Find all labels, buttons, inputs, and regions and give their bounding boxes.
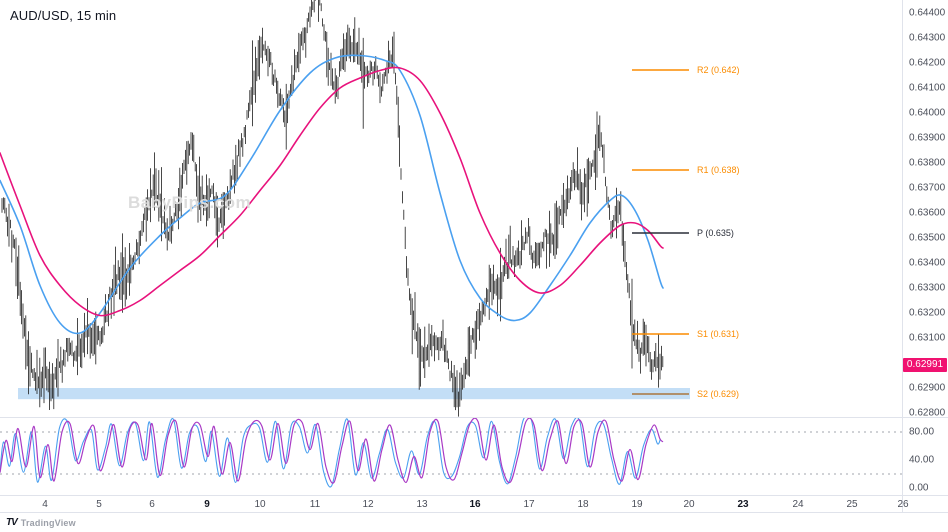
price-axis-label: 0.63400 bbox=[909, 257, 946, 269]
price-axis-label: 0.63800 bbox=[909, 157, 946, 169]
price-axis-label: 0.63200 bbox=[909, 307, 946, 319]
price-axis-label: 0.64300 bbox=[909, 32, 946, 44]
price-axis-label: 0.63500 bbox=[909, 232, 946, 244]
date-label-19: 19 bbox=[631, 499, 643, 510]
price-axis-label: 0.63300 bbox=[909, 282, 946, 294]
watermark: BabyPips.com bbox=[128, 193, 252, 212]
last-price-label: 0.62991 bbox=[903, 358, 947, 373]
date-label-23: 23 bbox=[737, 499, 749, 510]
price-axis-label: 0.62900 bbox=[909, 382, 946, 394]
price-axis-label: 0.62800 bbox=[909, 407, 946, 419]
slow-ma-pink-line bbox=[0, 66, 664, 317]
date-label-9: 9 bbox=[204, 499, 210, 510]
date-label-18: 18 bbox=[577, 499, 589, 510]
fast-ma-blue-line bbox=[0, 54, 664, 335]
price-axis-label: 0.63700 bbox=[909, 182, 946, 194]
date-label-24: 24 bbox=[792, 499, 804, 510]
tradingview-logo-icon: TV bbox=[6, 517, 18, 528]
price-axis-label: 0.64100 bbox=[909, 82, 946, 94]
indicator-axis-label: 0.00 bbox=[909, 482, 929, 494]
date-label-20: 20 bbox=[683, 499, 695, 510]
price-axis-label: 0.64200 bbox=[909, 57, 946, 69]
price-axis-label: 0.64400 bbox=[909, 7, 946, 19]
pivot-label-p[interactable]: P (0.635) bbox=[697, 228, 734, 238]
symbol-title[interactable]: AUD/USD, 15 min bbox=[10, 8, 117, 23]
pivot-label-s2[interactable]: S2 (0.629) bbox=[697, 389, 740, 399]
pivot-label-s1[interactable]: S1 (0.631) bbox=[697, 329, 740, 339]
pivot-label-r2[interactable]: R2 (0.642) bbox=[697, 65, 740, 75]
date-label-12: 12 bbox=[362, 499, 374, 510]
price-axis-label: 0.64000 bbox=[909, 107, 946, 119]
date-label-17: 17 bbox=[523, 499, 535, 510]
date-label-16: 16 bbox=[469, 499, 481, 510]
candlestick-series bbox=[1, 0, 664, 417]
date-label-5: 5 bbox=[96, 499, 102, 510]
date-label-13: 13 bbox=[416, 499, 428, 510]
price-axis-label: 0.63600 bbox=[909, 207, 946, 219]
date-label-6: 6 bbox=[149, 499, 155, 510]
tradingview-logo[interactable]: TV TradingView bbox=[6, 517, 76, 528]
price-axis-label: 0.63900 bbox=[909, 132, 946, 144]
date-label-26: 26 bbox=[897, 499, 909, 510]
date-label-10: 10 bbox=[254, 499, 266, 510]
date-label-11: 11 bbox=[309, 499, 321, 510]
indicator-axis-label: 40.00 bbox=[909, 454, 935, 466]
stochastic-pane[interactable] bbox=[0, 418, 902, 495]
support-zone bbox=[18, 388, 690, 400]
tradingview-logo-label: TradingView bbox=[20, 517, 76, 528]
date-label-4: 4 bbox=[42, 499, 48, 510]
date-label-25: 25 bbox=[846, 499, 858, 510]
pivot-label-r1[interactable]: R1 (0.638) bbox=[697, 165, 740, 175]
price-axis[interactable] bbox=[903, 0, 948, 495]
stochastic-d-line bbox=[0, 418, 664, 484]
price-axis-label: 0.63100 bbox=[909, 332, 946, 344]
indicator-axis-label: 80.00 bbox=[909, 426, 935, 438]
